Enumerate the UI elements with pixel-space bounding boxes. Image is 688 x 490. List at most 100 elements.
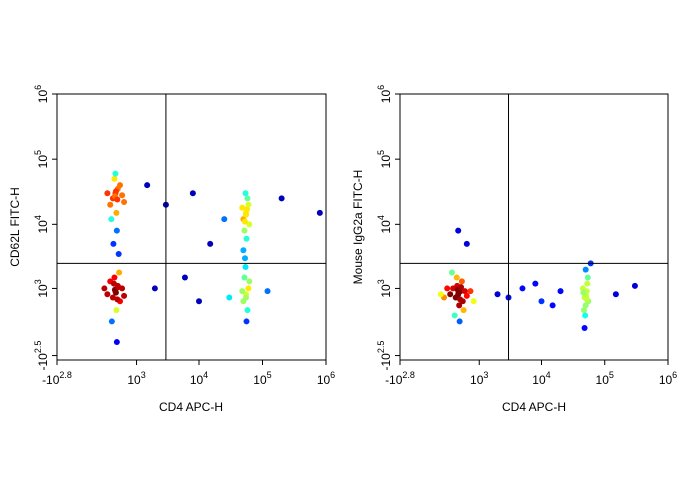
tick-base: -10	[385, 373, 403, 387]
tick-base: 10	[127, 373, 141, 387]
tick-base: 10	[379, 155, 393, 169]
x-tick-label: 105	[253, 370, 271, 387]
tick-power: 6	[330, 370, 335, 380]
event-dot	[207, 240, 214, 247]
tick-power: 2.8	[59, 370, 72, 380]
x-tick-label: 104	[190, 370, 208, 387]
tick-power: 2.5	[376, 341, 386, 354]
event-dot	[583, 296, 590, 303]
event-dot	[448, 269, 455, 276]
event-dot	[117, 182, 124, 189]
event-dot	[112, 188, 119, 195]
event-dot	[241, 274, 248, 281]
tick-power: 4	[546, 370, 551, 380]
tick-power: 5	[267, 370, 272, 380]
event-dot	[113, 339, 120, 346]
tick-base: 10	[379, 220, 393, 234]
event-dot	[181, 274, 188, 281]
tick-base: -10	[36, 353, 50, 371]
event-dot	[451, 312, 458, 319]
event-dot	[144, 182, 151, 189]
event-dot	[494, 291, 501, 298]
y-axis-title: CD62L FITC-H	[8, 187, 22, 267]
tick-power: 2.5	[33, 341, 43, 354]
y-tick-label: -102.5	[376, 341, 393, 371]
tick-base: 10	[659, 373, 673, 387]
tick-power: 2.8	[402, 370, 415, 380]
event-dot	[582, 312, 589, 319]
y-tick-label: -102.5	[33, 341, 50, 371]
tick-base: -10	[379, 353, 393, 371]
event-dot	[461, 288, 468, 295]
tick-base: 10	[379, 284, 393, 298]
event-dot	[549, 302, 556, 309]
event-dot	[115, 250, 122, 257]
event-dot	[242, 190, 249, 197]
x-tick-label: -102.8	[42, 370, 72, 387]
tick-power: 3	[33, 279, 43, 284]
tick-base: 10	[596, 373, 610, 387]
event-dot	[457, 296, 464, 303]
event-dot	[221, 216, 228, 223]
event-dot	[243, 294, 250, 301]
y-tick-label: 106	[376, 85, 393, 103]
event-dot	[101, 285, 108, 292]
event-dot	[110, 280, 117, 287]
y-tick-label: 104	[33, 215, 50, 233]
event-dot	[243, 318, 250, 325]
event-dot	[113, 209, 120, 216]
event-dot	[584, 280, 591, 287]
plot-frame	[56, 93, 327, 361]
x-tick-label: -102.8	[385, 370, 415, 387]
event-dot	[104, 190, 111, 197]
event-dot	[631, 282, 638, 289]
event-dot	[116, 269, 123, 276]
event-dot	[112, 170, 119, 177]
event-dot	[538, 298, 545, 305]
event-dot	[241, 227, 248, 234]
event-dot	[115, 284, 122, 291]
event-dot	[463, 240, 470, 247]
event-dot	[113, 227, 120, 234]
x-tick-label: 103	[470, 370, 488, 387]
tick-base: 10	[379, 90, 393, 104]
event-dot	[245, 201, 252, 208]
x-tick-label: 103	[127, 370, 145, 387]
y-tick-label: 103	[376, 279, 393, 297]
event-dot	[532, 280, 539, 287]
event-dot	[612, 291, 619, 298]
event-dot	[243, 235, 250, 242]
event-dot	[245, 285, 252, 292]
event-dot	[241, 218, 248, 225]
tick-power: 3	[483, 370, 488, 380]
event-dot	[444, 285, 451, 292]
tick-power: 4	[33, 215, 43, 220]
event-dot	[246, 221, 253, 228]
tick-base: 10	[253, 373, 267, 387]
event-dot	[582, 302, 589, 309]
event-dot	[264, 288, 271, 295]
event-dot	[455, 227, 462, 234]
event-dot	[470, 298, 477, 305]
event-dot	[239, 204, 246, 211]
event-dot	[458, 278, 465, 285]
event-dot	[246, 278, 253, 285]
tick-power: 4	[376, 215, 386, 220]
event-dot	[467, 288, 474, 295]
tick-power: 5	[376, 150, 386, 155]
event-dot	[108, 216, 115, 223]
tick-base: 10	[317, 373, 331, 387]
tick-base: 10	[532, 373, 546, 387]
event-dot	[108, 318, 115, 325]
tick-power: 3	[141, 370, 146, 380]
tick-power: 5	[609, 370, 614, 380]
event-dot	[242, 263, 249, 270]
event-dot	[582, 266, 589, 273]
event-dot	[580, 307, 587, 314]
event-dot	[240, 247, 247, 254]
event-dot	[519, 285, 526, 292]
event-dot	[121, 292, 128, 299]
event-dot	[460, 307, 467, 314]
